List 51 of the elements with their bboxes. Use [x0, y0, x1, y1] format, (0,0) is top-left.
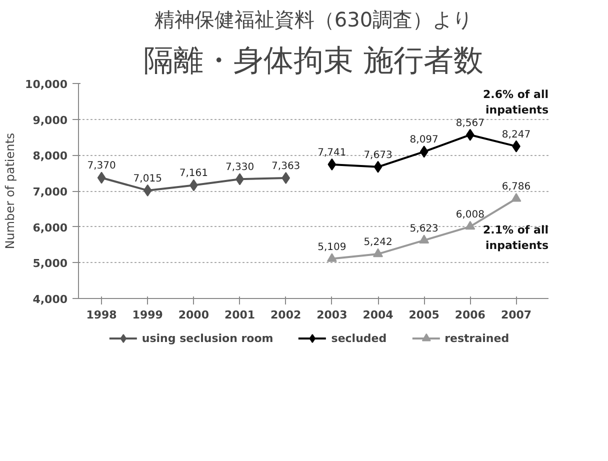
data-label: 5,623: [410, 223, 438, 234]
legend-label: restrained: [444, 332, 510, 344]
point: [97, 172, 106, 184]
legend-label: secluded: [331, 332, 387, 344]
data-label: 5,242: [364, 236, 392, 248]
data-label: 8,567: [456, 118, 484, 129]
annotation: 2.1% of all inpatients: [483, 223, 549, 252]
data-label: 7,161: [179, 168, 208, 180]
y-tick-label: 4,000: [32, 293, 68, 306]
chart-title: 隔離・身体拘束 施行者数: [144, 44, 484, 78]
x-tick-label: 2006: [454, 308, 486, 322]
point: [465, 220, 476, 230]
x-tick-label: 2001: [224, 308, 256, 322]
y-axis-title: Number of patients: [3, 132, 18, 250]
x-tick-label: 1999: [132, 308, 163, 322]
x-tick-label: 2007: [500, 308, 532, 322]
data-label: 6,786: [502, 182, 531, 193]
y-tick-label: 8,000: [32, 150, 68, 163]
x-tick-label: 2000: [178, 308, 210, 322]
data-label: 8,247: [502, 129, 531, 140]
data-label: 7,330: [225, 162, 254, 174]
point: [511, 192, 522, 202]
y-tick-label: 6,000: [32, 221, 68, 234]
point: [326, 253, 337, 262]
data-label: 7,363: [272, 160, 300, 172]
y-tick-label: 7,000: [32, 186, 68, 198]
annotation: 2.6% of all inpatients: [483, 88, 549, 116]
legend-label: using seclusion room: [142, 332, 274, 344]
y-tick-label: 9,000: [32, 114, 68, 127]
point: [374, 160, 382, 173]
point: [373, 248, 384, 258]
x-tick-label: 2002: [270, 308, 302, 322]
y-tick-label: 5,000: [32, 257, 68, 270]
data-label: 8,097: [410, 134, 438, 146]
point: [328, 158, 336, 170]
data-label: 7,370: [87, 160, 116, 172]
data-label: 6,008: [456, 210, 484, 221]
data-label: 7,015: [133, 173, 162, 184]
y-tick-label: 10,000: [25, 78, 68, 91]
x-tick-label: 2005: [408, 308, 440, 322]
data-label: 5,109: [318, 242, 346, 253]
x-tick-label: 1998: [86, 308, 117, 322]
point: [143, 184, 152, 196]
chart-subtitle: 精神保健福祉資料（630調査）より: [154, 8, 473, 32]
x-tick-label: 2003: [316, 308, 348, 322]
data-label: 7,741: [318, 147, 346, 158]
x-tick-label: 2004: [362, 308, 394, 322]
point: [282, 172, 290, 184]
point: [420, 146, 428, 158]
point: [419, 234, 430, 244]
data-label: 7,673: [364, 150, 392, 161]
